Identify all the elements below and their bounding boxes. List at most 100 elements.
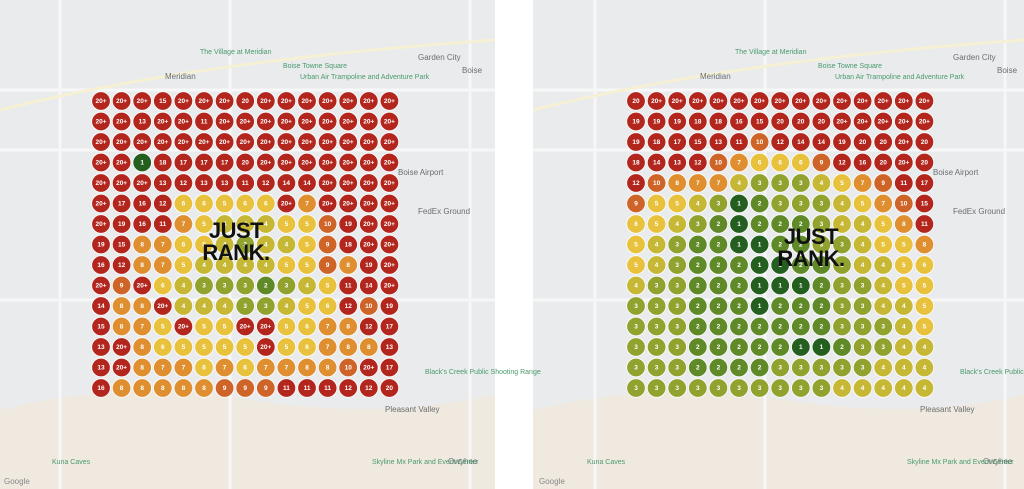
rank-label: 4 (223, 242, 227, 249)
rank-label: 12 (345, 385, 353, 392)
rank-dot (194, 296, 214, 316)
rank-label: 20+ (878, 119, 889, 126)
rank-dot (811, 357, 832, 378)
rank-dot (317, 357, 338, 378)
rank-label: 8 (140, 385, 144, 392)
rank-label: 3 (820, 365, 824, 372)
rank-dot (194, 234, 214, 255)
rank-dot (359, 152, 379, 173)
rank-dot (626, 193, 646, 214)
rank-dot (832, 378, 852, 398)
rank-label: 20+ (836, 98, 847, 105)
rank-dot (749, 296, 770, 316)
rank-dot (770, 337, 790, 357)
rank-label: 20+ (157, 119, 168, 126)
rank-dot (873, 111, 893, 132)
rank-dot (132, 193, 152, 214)
rank-dot (729, 275, 749, 296)
rank-label: 2 (758, 344, 762, 351)
rank-label: 3 (799, 201, 803, 208)
rank-label: 5 (161, 324, 165, 331)
map-label: Meridian (700, 72, 731, 81)
rank-dot (132, 214, 152, 234)
rank-label: 20+ (116, 160, 127, 167)
rank-label: 8 (675, 180, 679, 187)
rank-dot (111, 152, 132, 173)
rank-label: 20+ (301, 119, 312, 126)
rank-label: 10 (653, 180, 661, 187)
rank-label: 20+ (116, 365, 127, 372)
rank-dot (111, 234, 132, 255)
rank-label: 20+ (363, 139, 374, 146)
rank-dot (832, 337, 852, 357)
rank-label: 5 (305, 242, 309, 249)
rank-label: 11 (921, 221, 928, 228)
rank-label: 3 (778, 201, 782, 208)
rank-dot (811, 91, 832, 111)
rank-dot (626, 111, 646, 132)
rank-dot (235, 255, 255, 275)
rank-dot (667, 255, 687, 275)
rank-label: 3 (655, 324, 659, 331)
rank-label: 4 (881, 385, 885, 392)
rank-dot (256, 337, 276, 357)
rank-label: 3 (820, 385, 824, 392)
rank-label: 4 (840, 385, 844, 392)
rank-dot (729, 91, 749, 111)
rank-dot (132, 357, 152, 378)
rank-label: 6 (634, 221, 638, 228)
rank-label: 17 (674, 139, 682, 146)
rank-label: 18 (345, 242, 353, 249)
rank-dot (749, 234, 770, 255)
rank-dot (894, 255, 914, 275)
rank-dot (770, 296, 790, 316)
rank-dot (708, 275, 729, 296)
rank-label: 20+ (363, 180, 374, 187)
rank-dot (173, 296, 194, 316)
rank-dot (338, 275, 358, 296)
rank-label: 5 (881, 221, 885, 228)
rank-dot (646, 91, 667, 111)
rank-label: 12 (777, 139, 785, 146)
rank-dot (235, 234, 255, 255)
rank-dot (688, 255, 708, 275)
rank-label: 20+ (260, 119, 271, 126)
rank-dot (894, 234, 914, 255)
map-label: Boise (462, 66, 483, 75)
rank-dot (749, 214, 770, 234)
rank-label: 3 (285, 283, 289, 290)
rank-dot (235, 173, 255, 193)
rank-dot (852, 316, 873, 337)
rank-dot (276, 296, 297, 316)
rank-label: 2 (820, 262, 824, 269)
rank-label: 20+ (137, 98, 148, 105)
rank-label: 3 (861, 365, 865, 372)
rank-dot (297, 234, 317, 255)
rank-dot (338, 255, 358, 275)
rank-label: 9 (243, 385, 247, 392)
rank-label: 13 (97, 365, 105, 372)
rank-label: 12 (159, 201, 167, 208)
rank-dot (729, 378, 749, 398)
rank-label: 5 (202, 324, 206, 331)
rank-dot (214, 132, 235, 152)
rank-label: 6 (758, 160, 762, 167)
rank-dot (111, 111, 132, 132)
rank-label: 20 (242, 98, 250, 105)
rank-label: 20+ (384, 262, 395, 269)
rank-dot (379, 275, 400, 296)
rank-label: 1 (737, 242, 741, 249)
rank-label: 2 (696, 324, 700, 331)
rank-label: 10 (345, 365, 353, 372)
rank-dot (132, 234, 152, 255)
rank-label: 20+ (343, 180, 354, 187)
rank-label: 2 (717, 242, 721, 249)
rank-dot (173, 193, 194, 214)
rank-dot (359, 132, 379, 152)
rank-dot (791, 152, 811, 173)
rank-label: 6 (923, 262, 927, 269)
rank-dot (153, 214, 173, 234)
rank-dot (688, 193, 708, 214)
rank-dot (873, 255, 893, 275)
map-label: Pleasant Valley (385, 405, 440, 414)
